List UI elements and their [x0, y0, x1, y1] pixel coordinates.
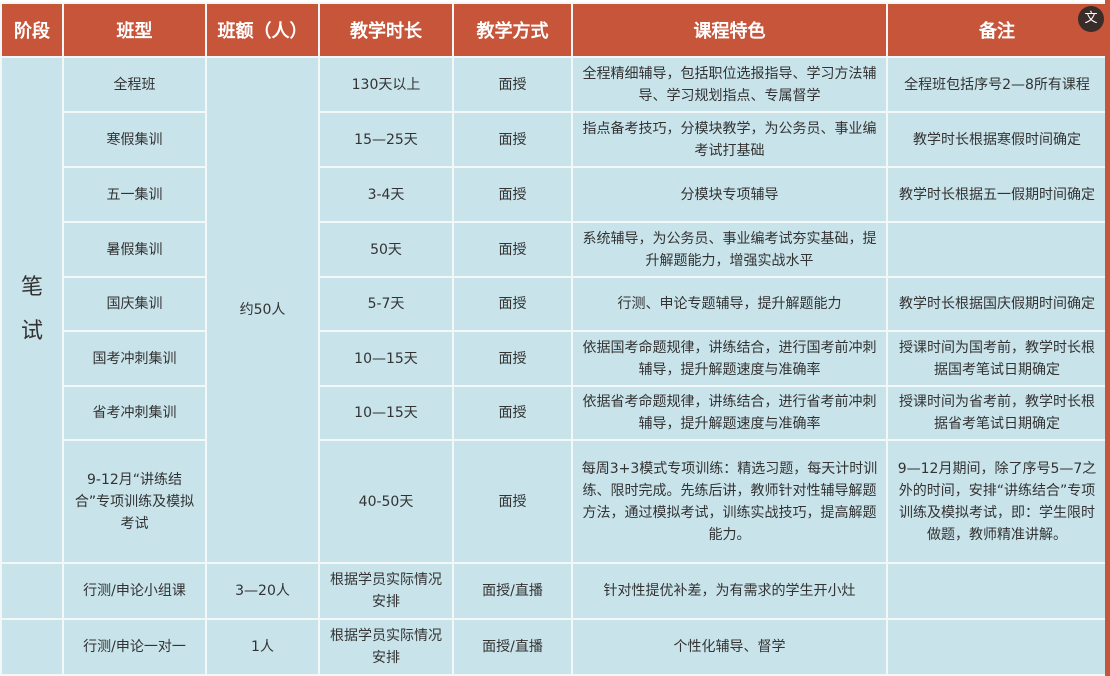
table-row: 9-12月“讲练结合”专项训练及模拟考试 40-50天 面授 每周3+3模式专项训练：…	[1, 439, 1108, 564]
capacity-cell: 3—20人	[205, 562, 320, 620]
feature-cell: 个性化辅导、督学	[571, 618, 888, 676]
header-mode: 教学方式	[452, 2, 573, 58]
header-row: 阶段 班型 班额（人） 教学时长 教学方式 课程特色 备注	[0, 2, 1108, 58]
duration-cell: 40-50天	[318, 439, 454, 564]
duration-cell: 3-4天	[318, 166, 454, 223]
feature-cell: 依据省考命题规律，讲练结合，进行省考前冲刺辅导，提升解题速度与准确率	[571, 385, 888, 441]
table-row: 省考冲刺集训 10—15天 面授 依据省考命题规律，讲练结合，进行省考前冲刺辅导，提升…	[1, 385, 1108, 441]
note-cell	[886, 562, 1108, 620]
feature-cell: 针对性提优补差，为有需求的学生开小灶	[571, 562, 888, 620]
mode-cell: 面授	[452, 221, 573, 278]
stage-text: 笔 试	[20, 275, 43, 344]
table-row: 行测/申论一对一 1人 根据学员实际情况安排 面授/直播 个性化辅导、督学	[0, 618, 1108, 676]
mode-cell: 面授	[452, 56, 573, 113]
stage-cell-empty	[0, 562, 64, 620]
header-duration: 教学时长	[318, 2, 454, 58]
note-cell: 教学时长根据国庆假期时间确定	[886, 276, 1108, 332]
note-cell: 教学时长根据寒假时间确定	[886, 111, 1108, 168]
header-capacity: 班额（人）	[205, 2, 320, 58]
header-stage: 阶段	[0, 2, 64, 58]
class-type-cell: 国庆集训	[62, 276, 207, 332]
mode-cell: 面授	[452, 439, 573, 564]
class-type-cell: 国考冲刺集训	[62, 330, 207, 387]
duration-cell: 130天以上	[318, 56, 454, 113]
mode-cell: 面授	[452, 385, 573, 441]
duration-cell: 5-7天	[318, 276, 454, 332]
table-row: 五一集训 3-4天 面授 分模块专项辅导 教学时长根据五一假期时间确定	[1, 166, 1108, 223]
class-type-cell: 9-12月“讲练结合”专项训练及模拟考试	[62, 439, 207, 564]
note-cell	[886, 618, 1108, 676]
mode-cell: 面授/直播	[452, 618, 573, 676]
table-row: 暑假集训 50天 面授 系统辅导，为公务员、事业编考试夯实基础，提升解题能力，增强实战…	[1, 221, 1108, 278]
right-border	[1105, 0, 1110, 676]
class-type-cell: 五一集训	[62, 166, 207, 223]
table-row: 国庆集训 5-7天 面授 行测、申论专题辅导，提升解题能力 教学时长根据国庆假期时间确定	[1, 276, 1108, 332]
duration-cell: 10—15天	[318, 385, 454, 441]
duration-cell: 根据学员实际情况安排	[318, 618, 454, 676]
table-row: 笔 试全程班 约50人 130天以上 面授 全程精细辅导，包括职位选报指导、学习方法辅导…	[0, 56, 1108, 564]
class-type-cell: 暑假集训	[62, 221, 207, 278]
note-cell: 授课时间为国考前，教学时长根据国考笔试日期确定	[886, 330, 1108, 387]
table-row: 寒假集训 15—25天 面授 指点备考技巧，分模块教学，为公务员、事业编考试打基础 教学…	[1, 111, 1108, 168]
note-cell	[886, 221, 1108, 278]
stage-cell: 笔 试	[0, 56, 64, 564]
feature-cell: 依据国考命题规律，讲练结合，进行国考前冲刺辅导，提升解题速度与准确率	[571, 330, 888, 387]
capacity-cell: 1人	[205, 618, 320, 676]
feature-cell: 分模块专项辅导	[571, 166, 888, 223]
note-cell: 授课时间为省考前，教学时长根据省考笔试日期确定	[886, 385, 1108, 441]
mode-cell: 面授	[452, 330, 573, 387]
class-type-cell: 寒假集训	[62, 111, 207, 168]
header-feature: 课程特色	[571, 2, 888, 58]
feature-cell: 每周3+3模式专项训练：精选习题，每天计时训练、限时完成。先练后讲，教师针对性辅…	[571, 439, 888, 564]
type-cell: 行测/申论小组课	[62, 562, 207, 620]
mode-cell: 面授	[452, 111, 573, 168]
note-cell: 9—12月期间，除了序号5—7之外的时间，安排“讲练结合”专项训练及模拟考试，即…	[886, 439, 1108, 564]
mode-cell: 面授	[452, 276, 573, 332]
header-note: 备注	[886, 2, 1108, 58]
duration-cell: 15—25天	[318, 111, 454, 168]
duration-cell: 根据学员实际情况安排	[318, 562, 454, 620]
type-cell: 行测/申论一对一	[62, 618, 207, 676]
table-row: 国考冲刺集训 10—15天 面授 依据国考命题规律，讲练结合，进行国考前冲刺辅导，提升…	[1, 330, 1108, 387]
class-type-cell: 全程班	[62, 56, 207, 113]
duration-cell: 50天	[318, 221, 454, 278]
note-cell: 全程班包括序号2—8所有课程	[886, 56, 1108, 113]
translate-icon[interactable]: 文	[1078, 6, 1104, 32]
feature-cell: 全程精细辅导，包括职位选报指导、学习方法辅导、学习规划指点、专属督学	[571, 56, 888, 113]
capacity-cell: 约50人	[205, 56, 320, 564]
table-row: 行测/申论小组课 3—20人 根据学员实际情况安排 面授/直播 针对性提优补差，为有需求…	[0, 562, 1108, 620]
duration-cell: 10—15天	[318, 330, 454, 387]
mode-cell: 面授/直播	[452, 562, 573, 620]
stage-cell-empty	[0, 618, 64, 676]
note-cell: 教学时长根据五一假期时间确定	[886, 166, 1108, 223]
feature-cell: 指点备考技巧，分模块教学，为公务员、事业编考试打基础	[571, 111, 888, 168]
feature-cell: 系统辅导，为公务员、事业编考试夯实基础，提升解题能力，增强实战水平	[571, 221, 888, 278]
feature-cell: 行测、申论专题辅导，提升解题能力	[571, 276, 888, 332]
mode-cell: 面授	[452, 166, 573, 223]
class-type-cell: 省考冲刺集训	[62, 385, 207, 441]
header-class-type: 班型	[62, 2, 207, 58]
